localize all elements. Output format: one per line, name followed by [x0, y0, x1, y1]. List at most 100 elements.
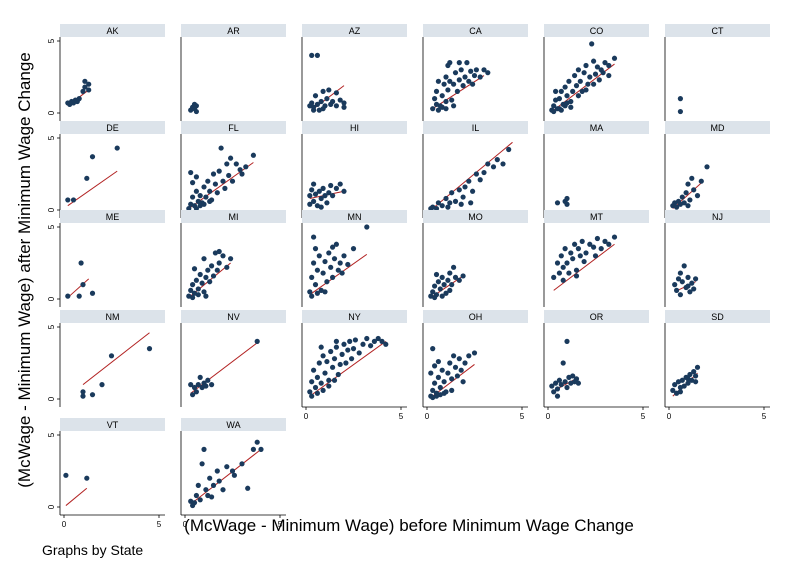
- panel-ny: NY 0 5: [301, 310, 407, 421]
- point-mn-19: [341, 253, 347, 259]
- point-fl-33: [188, 169, 194, 176]
- panel-title-or: OR: [590, 312, 604, 322]
- point-fl-8: [201, 184, 207, 190]
- point-wa-3: [195, 482, 201, 488]
- point-nj-0: [672, 282, 678, 288]
- point-mt-7: [566, 270, 572, 276]
- point-mt-20: [598, 246, 604, 252]
- point-co-21: [589, 41, 595, 47]
- y-tick-label-vt-0: 0: [47, 504, 56, 509]
- panel-title-ma: MA: [590, 123, 604, 133]
- point-wa-10: [210, 482, 217, 488]
- panel-title-nj: NJ: [712, 212, 723, 222]
- point-mi-1: [188, 287, 194, 293]
- point-nm-2: [89, 392, 96, 398]
- point-fl-11: [207, 188, 213, 194]
- point-wa-14: [224, 464, 230, 470]
- point-mn-4: [312, 282, 319, 288]
- point-me-0: [65, 293, 71, 299]
- point-ny-6: [318, 380, 324, 386]
- point-or-2: [553, 380, 559, 386]
- panel-header-vt: [60, 418, 165, 431]
- point-mo-17: [439, 293, 445, 299]
- panel-header-ar: [181, 24, 286, 37]
- point-mo-2: [432, 283, 438, 289]
- plot-area-me: [60, 223, 165, 307]
- point-ak-11: [86, 87, 92, 93]
- point-nv-2: [193, 389, 199, 395]
- point-mi-20: [190, 294, 196, 301]
- point-nv-7: [203, 383, 209, 389]
- point-ca-10: [445, 87, 451, 93]
- point-il-14: [481, 169, 487, 176]
- point-hi-15: [337, 181, 343, 187]
- x-tick-label-ny-5: 5: [399, 412, 404, 421]
- point-oh-18: [466, 353, 472, 359]
- panel-mi: MI: [180, 210, 286, 307]
- point-co-29: [606, 62, 612, 69]
- point-il-13: [477, 177, 483, 183]
- point-ny-4: [314, 374, 320, 380]
- panel-title-ny: NY: [348, 312, 361, 322]
- point-ny-33: [309, 393, 315, 399]
- point-az-16: [337, 97, 343, 103]
- point-nv-8: [205, 377, 211, 383]
- point-il-16: [490, 164, 497, 170]
- point-fl-25: [239, 171, 245, 177]
- point-fl-13: [210, 171, 217, 177]
- point-fl-18: [220, 178, 226, 184]
- point-mn-21: [350, 246, 357, 252]
- point-or-15: [554, 393, 561, 399]
- point-hi-12: [328, 182, 334, 189]
- point-mt-23: [611, 234, 618, 240]
- point-md-10: [689, 175, 695, 181]
- point-ca-22: [466, 78, 472, 84]
- point-oh-5: [437, 384, 443, 391]
- point-il-2: [439, 203, 445, 209]
- panel-header-oh: [423, 310, 528, 323]
- point-ny-11: [328, 348, 334, 355]
- panel-header-mi: [181, 210, 286, 223]
- panel-ct: CT: [664, 24, 770, 121]
- point-fl-26: [243, 164, 249, 170]
- point-nj-2: [675, 276, 682, 282]
- point-mi-23: [216, 248, 222, 255]
- panel-title-ca: CA: [469, 26, 482, 36]
- point-sd-8: [685, 380, 691, 386]
- panel-title-mt: MT: [590, 212, 603, 222]
- point-mi-22: [201, 256, 207, 262]
- point-ny-24: [352, 337, 358, 343]
- point-fl-2: [190, 194, 196, 200]
- panel-md: MD: [664, 121, 770, 218]
- plot-area-nm: [60, 323, 165, 407]
- panel-title-mi: MI: [229, 212, 239, 222]
- panel-me: ME 0 5: [47, 210, 165, 307]
- point-az-19: [311, 107, 317, 113]
- panel-header-ak: [60, 24, 165, 37]
- point-oh-14: [454, 373, 460, 379]
- panel-title-de: DE: [106, 123, 119, 133]
- point-oh-27: [449, 387, 455, 393]
- point-co-15: [577, 78, 583, 84]
- panel-header-me: [60, 210, 165, 223]
- point-mo-5: [437, 286, 443, 292]
- point-hi-6: [316, 188, 322, 194]
- y-axis-label: (McWage - Minimum Wage) after Minimum Wa…: [15, 52, 34, 488]
- point-mn-11: [326, 250, 332, 256]
- panel-mt: MT: [543, 210, 649, 307]
- point-ca-32: [443, 106, 449, 112]
- x-tick-label-vt-5: 5: [157, 520, 162, 529]
- point-hi-17: [311, 181, 317, 187]
- point-nv-10: [254, 338, 260, 344]
- y-tick-label-nm-0: 0: [47, 396, 56, 401]
- point-co-39: [583, 87, 589, 93]
- panel-title-md: MD: [711, 123, 725, 133]
- point-fl-27: [250, 152, 256, 158]
- point-il-12: [473, 171, 479, 177]
- panel-or: OR 0 5: [543, 310, 649, 421]
- plot-area-mo: [423, 223, 528, 307]
- point-or-13: [573, 376, 580, 382]
- point-sd-6: [681, 383, 687, 389]
- point-ny-26: [360, 341, 366, 347]
- point-az-9: [320, 88, 326, 94]
